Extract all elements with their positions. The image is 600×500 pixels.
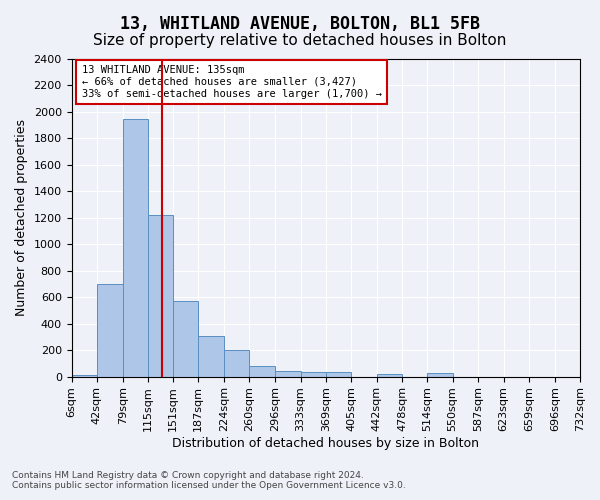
Y-axis label: Number of detached properties: Number of detached properties	[15, 120, 28, 316]
Bar	[275, 370, 301, 376]
Bar	[173, 300, 198, 376]
Bar	[377, 374, 402, 376]
Bar	[198, 336, 224, 376]
Bar	[580, 374, 600, 376]
Text: 13, WHITLAND AVENUE, BOLTON, BL1 5FB: 13, WHITLAND AVENUE, BOLTON, BL1 5FB	[120, 15, 480, 33]
Text: Size of property relative to detached houses in Bolton: Size of property relative to detached ho…	[94, 32, 506, 48]
Bar	[97, 284, 122, 376]
Bar	[71, 374, 97, 376]
Bar	[301, 372, 326, 376]
Bar	[250, 366, 275, 376]
X-axis label: Distribution of detached houses by size in Bolton: Distribution of detached houses by size …	[172, 437, 479, 450]
Text: Contains HM Land Registry data © Crown copyright and database right 2024.
Contai: Contains HM Land Registry data © Crown c…	[12, 470, 406, 490]
Text: 13 WHITLAND AVENUE: 135sqm
← 66% of detached houses are smaller (3,427)
33% of s: 13 WHITLAND AVENUE: 135sqm ← 66% of deta…	[82, 66, 382, 98]
Bar	[224, 350, 250, 376]
Bar	[148, 215, 173, 376]
Bar	[122, 118, 148, 376]
Bar	[326, 372, 351, 376]
Bar	[427, 374, 452, 376]
